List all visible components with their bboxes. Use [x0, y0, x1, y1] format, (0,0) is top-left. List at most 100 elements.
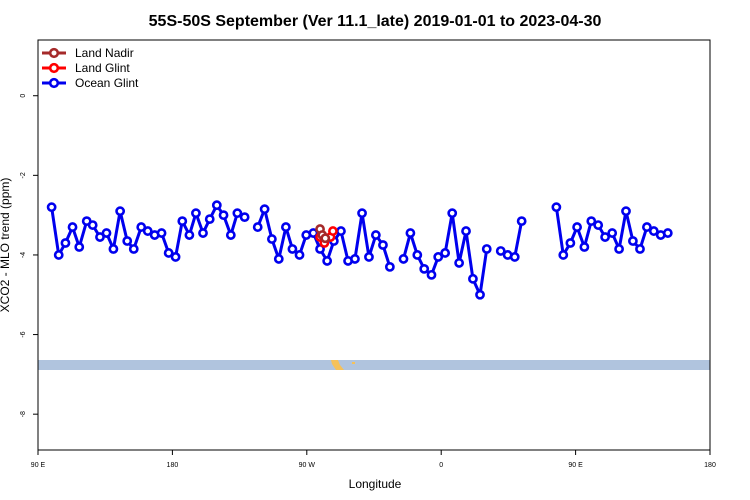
land-coverage-band — [38, 360, 710, 370]
data-point — [336, 226, 346, 236]
data-point — [273, 254, 284, 264]
data-point — [350, 254, 360, 264]
data-point — [74, 242, 85, 252]
data-point — [440, 248, 451, 258]
chart-title: 55S-50S September (Ver 11.1_late) 2019-0… — [149, 13, 602, 30]
legend-marker — [48, 47, 60, 59]
series-layer — [46, 200, 673, 300]
x-tick-label: 180 — [167, 462, 179, 469]
land-patch — [331, 360, 344, 370]
data-point — [287, 244, 298, 254]
data-point — [447, 208, 458, 219]
data-point — [426, 269, 437, 280]
data-point — [461, 226, 471, 236]
x-tick-label: 180 — [704, 462, 716, 469]
data-point — [516, 216, 527, 227]
data-point — [128, 244, 139, 254]
data-point — [322, 256, 333, 266]
data-point — [191, 208, 201, 219]
data-point — [252, 222, 263, 232]
data-point — [294, 250, 305, 260]
data-point — [662, 228, 673, 238]
legend-item: Ocean Glint — [42, 76, 139, 90]
data-point — [266, 234, 277, 244]
data-point — [60, 238, 71, 248]
x-tick-label: 90 W — [299, 462, 316, 469]
data-point — [621, 206, 631, 217]
data-point — [370, 230, 381, 240]
y-tick-label: -2 — [20, 172, 27, 178]
data-point — [495, 246, 506, 256]
legend-item: Land Glint — [42, 61, 130, 75]
data-point — [53, 250, 64, 260]
data-point — [198, 228, 208, 238]
plot-frame — [37, 39, 711, 451]
y-tick-label: -8 — [20, 411, 27, 417]
data-point — [635, 244, 645, 254]
data-point — [454, 258, 465, 268]
data-point — [593, 220, 604, 230]
data-point — [225, 230, 236, 240]
data-point — [468, 273, 478, 284]
data-point — [308, 228, 319, 238]
series-land-nadir — [315, 224, 331, 244]
data-point — [115, 206, 126, 217]
data-point — [405, 228, 416, 238]
data-point — [481, 244, 492, 254]
legend-label: Land Glint — [75, 61, 130, 75]
data-point — [509, 252, 520, 262]
data-point — [218, 210, 229, 221]
y-axis-label: XCO2 - MLO trend (ppm) — [0, 178, 12, 313]
y-axis: 0 -2 -4 -6 -8 — [20, 94, 38, 417]
data-point — [211, 200, 222, 211]
data-point — [628, 236, 638, 246]
legend-marker — [48, 77, 60, 89]
data-point — [328, 226, 338, 236]
data-point — [642, 222, 652, 232]
data-point — [177, 216, 188, 227]
data-point — [419, 263, 430, 274]
data-point — [87, 220, 98, 230]
x-tick-label: 90 E — [568, 462, 583, 469]
series-ocean-glint — [46, 200, 673, 300]
data-point — [572, 222, 582, 232]
land-patch — [352, 362, 355, 364]
x-axis-label: Longitude — [349, 477, 402, 491]
data-point — [136, 222, 147, 232]
data-point — [558, 250, 569, 260]
legend-marker — [48, 62, 60, 74]
data-point — [614, 244, 624, 254]
data-point — [412, 250, 423, 260]
data-point — [122, 236, 133, 246]
data-point — [475, 289, 485, 300]
data-point — [239, 212, 250, 223]
data-point — [579, 242, 590, 252]
legend-label: Land Nadir — [75, 46, 134, 60]
data-point — [170, 252, 181, 262]
data-point — [364, 252, 374, 262]
data-point — [184, 230, 195, 240]
data-point — [280, 222, 291, 232]
data-point — [378, 240, 388, 250]
data-point — [46, 202, 57, 213]
x-tick-label: 0 — [439, 462, 443, 469]
series-line — [256, 207, 392, 268]
data-point — [156, 228, 167, 238]
data-point — [204, 214, 215, 225]
data-point — [142, 226, 153, 236]
data-point — [232, 208, 243, 219]
data-point — [607, 228, 618, 238]
data-point — [320, 233, 331, 244]
legend-label: Ocean Glint — [75, 76, 139, 90]
data-point — [101, 228, 112, 238]
data-point — [586, 216, 597, 227]
data-point — [565, 238, 576, 248]
y-tick-label: -4 — [20, 252, 27, 258]
data-point — [600, 232, 610, 242]
data-point — [357, 208, 367, 219]
land-band-strip — [38, 360, 710, 370]
data-point — [648, 226, 659, 236]
legend-item: Land Nadir — [42, 46, 134, 60]
